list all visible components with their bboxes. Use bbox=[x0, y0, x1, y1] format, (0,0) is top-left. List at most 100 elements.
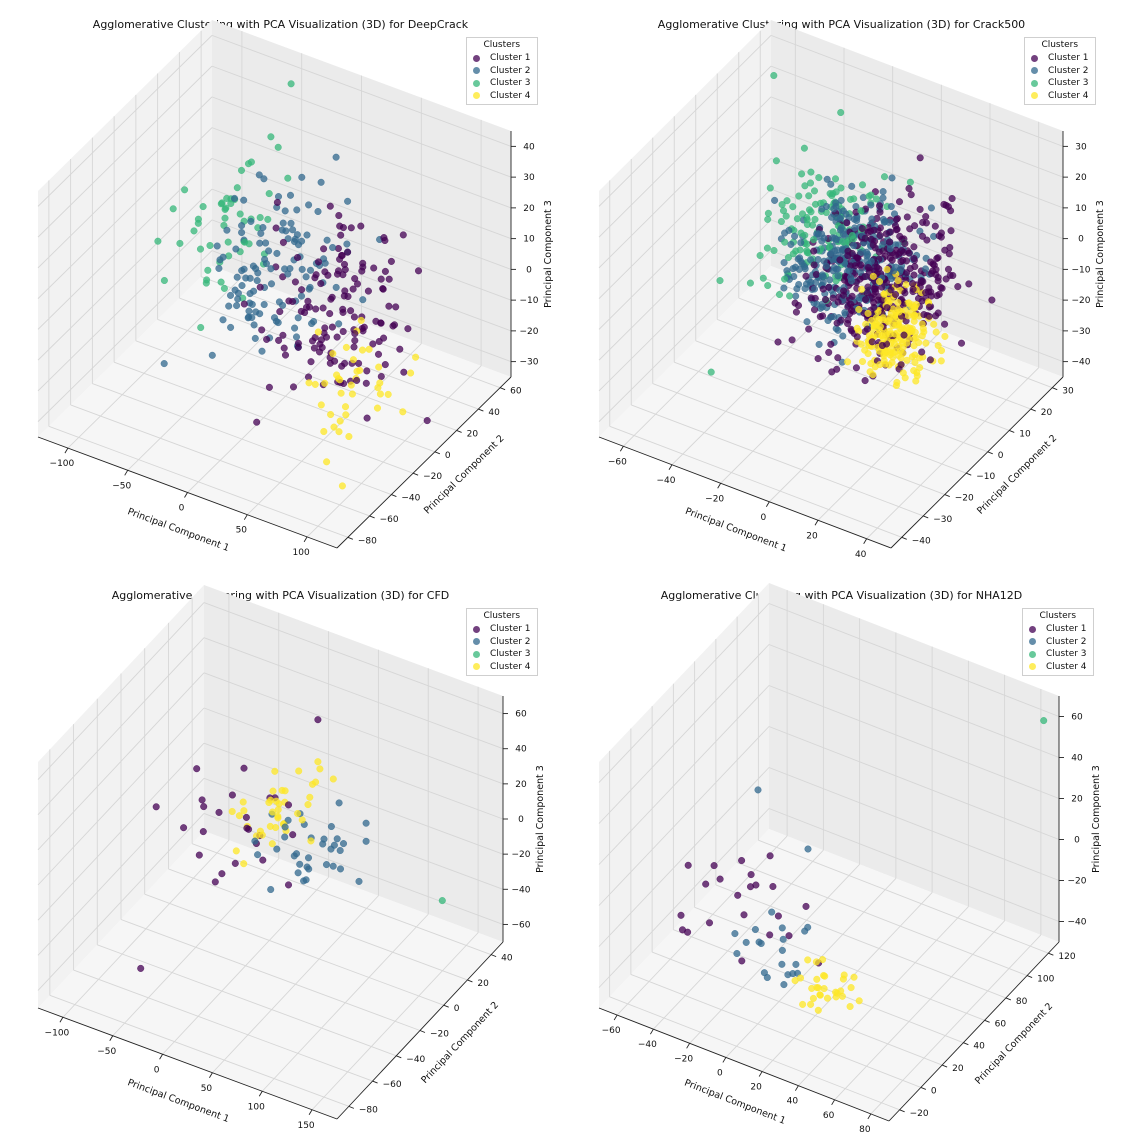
data-point-cluster-2 bbox=[281, 207, 289, 215]
data-point-cluster-1 bbox=[279, 238, 287, 246]
data-point-cluster-4 bbox=[330, 423, 338, 431]
data-point-cluster-1 bbox=[887, 228, 895, 236]
data-point-cluster-4 bbox=[337, 389, 345, 397]
data-point-cluster-1 bbox=[802, 272, 810, 280]
data-point-cluster-4 bbox=[875, 326, 883, 334]
data-point-cluster-1 bbox=[876, 231, 884, 239]
data-point-cluster-3 bbox=[224, 238, 232, 246]
data-point-cluster-1 bbox=[861, 377, 869, 385]
data-point-cluster-1 bbox=[816, 313, 824, 321]
data-point-cluster-4 bbox=[864, 350, 872, 358]
legend-label: Cluster 4 bbox=[1046, 661, 1087, 672]
y-tick-label: −20 bbox=[423, 472, 442, 482]
data-point-cluster-4 bbox=[899, 343, 907, 351]
data-point-cluster-1 bbox=[321, 324, 329, 332]
data-point-cluster-1 bbox=[370, 264, 378, 272]
legend-item: Cluster 3 bbox=[1029, 648, 1087, 661]
z-tick-label: 20 bbox=[515, 780, 527, 790]
data-point-cluster-3 bbox=[795, 192, 803, 200]
x-axis-label: Principal Component 1 bbox=[126, 1077, 231, 1125]
data-point-cluster-2 bbox=[879, 188, 887, 196]
data-point-cluster-2 bbox=[294, 314, 302, 322]
data-point-cluster-1 bbox=[867, 235, 875, 243]
data-point-cluster-4 bbox=[268, 840, 276, 848]
data-point-cluster-3 bbox=[236, 210, 244, 218]
data-point-cluster-3 bbox=[256, 213, 264, 221]
legend-marker bbox=[1031, 79, 1038, 87]
data-point-cluster-4 bbox=[375, 363, 383, 371]
data-point-cluster-1 bbox=[916, 154, 924, 162]
data-point-cluster-2 bbox=[792, 960, 800, 968]
data-point-cluster-2 bbox=[251, 334, 259, 342]
data-point-cluster-1 bbox=[774, 338, 782, 346]
data-point-cluster-1 bbox=[377, 275, 385, 283]
y-tick-label: 20 bbox=[952, 1064, 964, 1074]
data-point-cluster-1 bbox=[377, 319, 385, 327]
data-point-cluster-1 bbox=[945, 250, 953, 258]
data-point-cluster-1 bbox=[294, 253, 302, 261]
data-point-cluster-4 bbox=[889, 353, 897, 361]
x-tick-label: −50 bbox=[97, 1047, 116, 1057]
data-point-cluster-3 bbox=[233, 184, 241, 192]
data-point-cluster-1 bbox=[862, 296, 870, 304]
data-point-cluster-2 bbox=[803, 318, 811, 326]
data-point-cluster-1 bbox=[848, 292, 856, 300]
x-tick-label: 20 bbox=[750, 1083, 762, 1093]
data-point-cluster-2 bbox=[834, 326, 842, 334]
y-tick-label: 0 bbox=[931, 1086, 937, 1096]
y-tick-label: 60 bbox=[510, 387, 522, 397]
data-point-cluster-4 bbox=[889, 322, 897, 330]
z-axis-label: Principal Component 3 bbox=[543, 200, 554, 308]
z-tick-label: 40 bbox=[515, 745, 527, 755]
data-point-cluster-1 bbox=[289, 831, 297, 839]
data-point-cluster-2 bbox=[291, 324, 299, 332]
data-point-cluster-2 bbox=[850, 242, 858, 250]
data-points bbox=[137, 716, 446, 972]
z-tick-label: −10 bbox=[520, 296, 539, 306]
data-point-cluster-4 bbox=[874, 308, 882, 316]
data-point-cluster-3 bbox=[746, 279, 754, 287]
data-point-cluster-2 bbox=[813, 300, 821, 308]
y-tick-label: −60 bbox=[380, 515, 399, 525]
data-point-cluster-1 bbox=[321, 268, 329, 276]
y-tick-label: 40 bbox=[973, 1042, 985, 1052]
data-point-cluster-1 bbox=[392, 303, 400, 311]
data-point-cluster-1 bbox=[199, 828, 207, 836]
data-point-cluster-1 bbox=[306, 303, 314, 311]
data-point-cluster-4 bbox=[336, 376, 344, 384]
data-point-cluster-1 bbox=[901, 240, 909, 248]
data-point-cluster-1 bbox=[338, 362, 346, 370]
data-point-cluster-1 bbox=[752, 881, 760, 889]
data-point-cluster-2 bbox=[790, 273, 798, 281]
y-tick-label: −20 bbox=[430, 1030, 449, 1040]
data-point-cluster-2 bbox=[807, 256, 815, 264]
data-point-cluster-1 bbox=[903, 257, 911, 265]
data-point-cluster-3 bbox=[220, 284, 228, 292]
data-point-cluster-1 bbox=[910, 271, 918, 279]
data-point-cluster-2 bbox=[842, 210, 850, 218]
data-point-cluster-2 bbox=[757, 940, 765, 948]
data-point-cluster-3 bbox=[815, 174, 823, 182]
data-point-cluster-3 bbox=[798, 210, 806, 218]
data-point-cluster-1 bbox=[929, 267, 937, 275]
data-point-cluster-1 bbox=[326, 202, 334, 210]
legend: Clusters Cluster 1 Cluster 2 Cluster 3 Clust… bbox=[466, 608, 538, 676]
data-point-cluster-2 bbox=[227, 323, 235, 331]
data-point-cluster-3 bbox=[770, 246, 778, 254]
data-point-cluster-2 bbox=[804, 845, 812, 853]
data-point-cluster-4 bbox=[345, 433, 353, 441]
data-point-cluster-4 bbox=[937, 357, 945, 365]
data-point-cluster-4 bbox=[338, 482, 346, 490]
data-point-cluster-1 bbox=[415, 267, 423, 275]
y-tick-label: 80 bbox=[1016, 997, 1028, 1007]
data-point-cluster-2 bbox=[818, 237, 826, 245]
data-point-cluster-3 bbox=[196, 245, 204, 253]
data-point-cluster-1 bbox=[351, 330, 359, 338]
z-tick-label: −20 bbox=[512, 850, 531, 860]
data-point-cluster-1 bbox=[802, 902, 810, 910]
legend-label: Cluster 2 bbox=[1046, 636, 1087, 647]
data-point-cluster-2 bbox=[922, 265, 930, 273]
data-point-cluster-1 bbox=[822, 296, 830, 304]
data-point-cluster-1 bbox=[358, 267, 366, 275]
data-point-cluster-3 bbox=[783, 197, 791, 205]
